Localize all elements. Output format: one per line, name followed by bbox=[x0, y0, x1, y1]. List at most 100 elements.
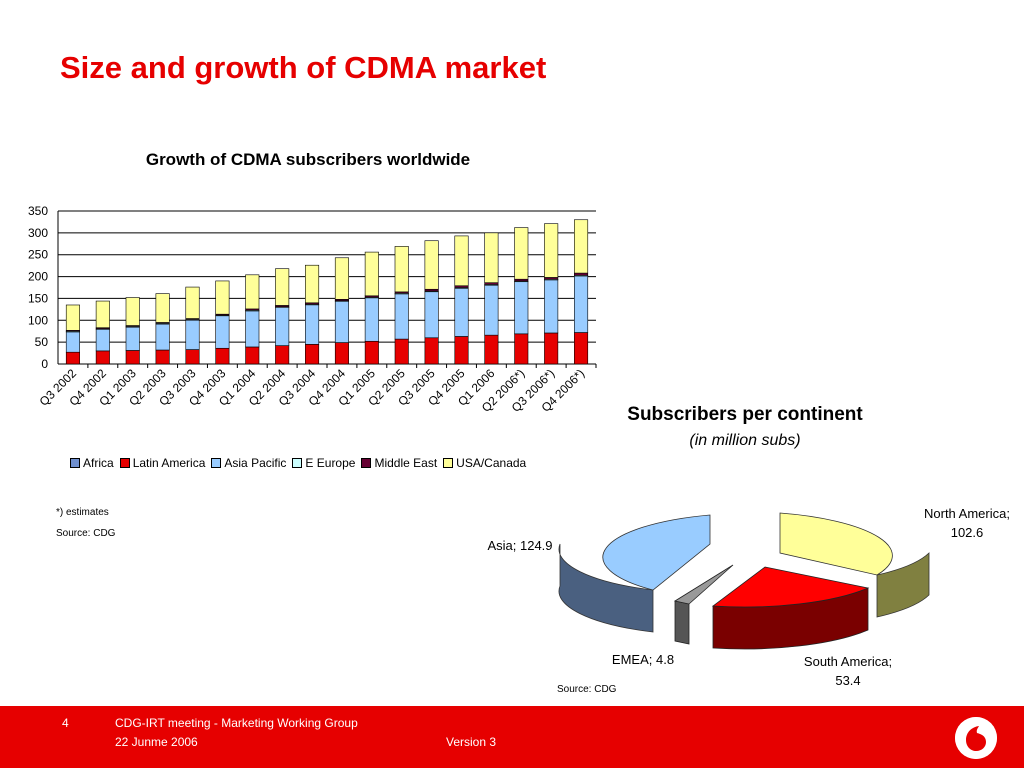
y-tick-label: 300 bbox=[28, 226, 48, 240]
pie-slice-emea bbox=[673, 564, 734, 605]
bar-segment-asia-pacific bbox=[65, 331, 80, 353]
footer-date: 22 Junme 2006 bbox=[115, 735, 198, 749]
legend-label: USA/Canada bbox=[456, 456, 527, 470]
legend-item: Asia Pacific bbox=[211, 456, 286, 470]
legend-label: Africa bbox=[83, 456, 114, 470]
legend-item: E Europe bbox=[292, 456, 355, 470]
legend-label: Asia Pacific bbox=[224, 456, 287, 470]
bar-segment-latin-america bbox=[245, 346, 260, 365]
legend-swatch bbox=[70, 458, 80, 468]
pie-slice-north-america bbox=[779, 512, 893, 576]
y-tick-label: 150 bbox=[28, 291, 48, 305]
y-tick-label: 200 bbox=[28, 270, 48, 284]
bar-chart-source: Source: CDG bbox=[56, 528, 116, 539]
bar-segment-usa-canada bbox=[65, 304, 80, 331]
bar-segment-latin-america bbox=[305, 344, 320, 365]
pie-slice-asia-side bbox=[558, 543, 654, 633]
legend-swatch bbox=[119, 458, 130, 468]
bar-chart-y-axis: 0 50 100 150 200 250 300 350 bbox=[28, 204, 48, 371]
pie-chart-source: Source: CDG bbox=[557, 684, 617, 695]
bar-chart-bars bbox=[65, 219, 589, 365]
bar-segment-asia-pacific bbox=[245, 310, 260, 348]
slide-title: Size and growth of CDMA market bbox=[60, 50, 547, 85]
legend-label: Middle East bbox=[374, 456, 438, 470]
pie-chart bbox=[558, 512, 930, 650]
legend-label: Latin America bbox=[132, 456, 206, 470]
bar-segment-usa-canada bbox=[514, 227, 529, 280]
bar-segment-asia-pacific bbox=[95, 328, 110, 352]
bar-segment-usa-canada bbox=[305, 264, 320, 304]
bar-segment-latin-america bbox=[95, 350, 110, 365]
bar-segment-usa-canada bbox=[275, 268, 290, 306]
bar-segment-asia-pacific bbox=[305, 304, 320, 345]
bar-segment-asia-pacific bbox=[334, 300, 349, 343]
bar-segment-asia-pacific bbox=[215, 315, 230, 349]
footer-bar: 4 CDG-IRT meeting - Marketing Working Gr… bbox=[0, 706, 1024, 768]
bar-segment-asia-pacific bbox=[394, 293, 409, 340]
bar-segment-asia-pacific bbox=[454, 287, 469, 337]
bar-segment-usa-canada bbox=[215, 280, 230, 315]
pie-label-north-america: North America; 102.6 bbox=[912, 504, 1022, 542]
bar-segment-usa-canada bbox=[484, 232, 499, 283]
bar-segment-usa-canada bbox=[185, 286, 200, 319]
bar-segment-asia-pacific bbox=[185, 319, 200, 350]
bar-chart-grid bbox=[57, 210, 596, 365]
bar-segment-latin-america bbox=[544, 332, 559, 365]
speechmark-icon bbox=[955, 717, 997, 759]
bar-segment-usa-canada bbox=[394, 246, 409, 293]
pie-label-asia: Asia; 124.9 bbox=[487, 538, 553, 553]
bar-segment-usa-canada bbox=[364, 251, 379, 297]
y-tick-label: 250 bbox=[28, 248, 48, 262]
bar-segment-latin-america bbox=[364, 340, 379, 365]
bar-segment-latin-america bbox=[514, 333, 529, 365]
legend-swatch bbox=[211, 458, 222, 468]
pie-slice-emea-side bbox=[674, 600, 690, 645]
bar-segment-latin-america bbox=[454, 336, 469, 365]
bar-segment-latin-america bbox=[574, 332, 589, 365]
pie-chart-subtitle: (in million subs) bbox=[689, 432, 801, 449]
pie-chart-title: Subscribers per continent bbox=[627, 404, 863, 425]
legend-swatch bbox=[443, 458, 454, 468]
bar-segment-latin-america bbox=[125, 350, 140, 365]
version-label: Version 3 bbox=[446, 735, 497, 749]
bar-segment-latin-america bbox=[155, 349, 170, 365]
bar-segment-asia-pacific bbox=[544, 279, 559, 334]
vodafone-logo bbox=[955, 717, 997, 759]
bar-segment-usa-canada bbox=[424, 240, 439, 290]
y-tick-label: 0 bbox=[41, 357, 48, 371]
bar-chart-legend: Africa Latin America Asia Pacific E Europe M… bbox=[70, 456, 590, 470]
bar-segment-usa-canada bbox=[245, 274, 260, 310]
y-tick-label: 100 bbox=[28, 313, 48, 327]
bar-segment-usa-canada bbox=[95, 300, 110, 329]
legend-label: E Europe bbox=[305, 456, 356, 470]
pie-label-south-america-value: 53.4 bbox=[835, 673, 861, 688]
legend-item: Africa bbox=[70, 456, 114, 470]
bar-segment-usa-canada bbox=[544, 223, 559, 278]
bar-segment-latin-america bbox=[484, 334, 499, 365]
pie-label-south-america: South America; 53.4 bbox=[788, 652, 908, 690]
bar-segment-latin-america bbox=[215, 347, 230, 365]
estimates-footnote: *) estimates bbox=[56, 507, 109, 518]
legend-item: USA/Canada bbox=[443, 456, 526, 470]
bar-segment-usa-canada bbox=[334, 257, 349, 300]
pie-slice-asia bbox=[602, 514, 711, 591]
legend-item: Middle East bbox=[361, 456, 437, 470]
page-number: 4 bbox=[62, 716, 69, 730]
bar-segment-asia-pacific bbox=[125, 326, 140, 351]
meeting-title: CDG-IRT meeting - Marketing Working Grou… bbox=[115, 716, 358, 730]
pie-slice-north-america-side bbox=[876, 552, 930, 618]
bar-segment-asia-pacific bbox=[275, 306, 290, 346]
bar-segment-asia-pacific bbox=[574, 275, 589, 333]
bar-segment-usa-canada bbox=[454, 235, 469, 287]
bar-segment-asia-pacific bbox=[484, 284, 499, 336]
legend-item: Latin America bbox=[119, 456, 206, 470]
bar-segment-asia-pacific bbox=[424, 291, 439, 339]
bar-segment-asia-pacific bbox=[514, 281, 529, 335]
y-tick-label: 350 bbox=[28, 204, 48, 218]
y-tick-label: 50 bbox=[35, 335, 49, 349]
bar-segment-latin-america bbox=[334, 342, 349, 365]
bar-chart-title: Growth of CDMA subscribers worldwide bbox=[145, 150, 471, 169]
legend-swatch bbox=[361, 458, 372, 468]
